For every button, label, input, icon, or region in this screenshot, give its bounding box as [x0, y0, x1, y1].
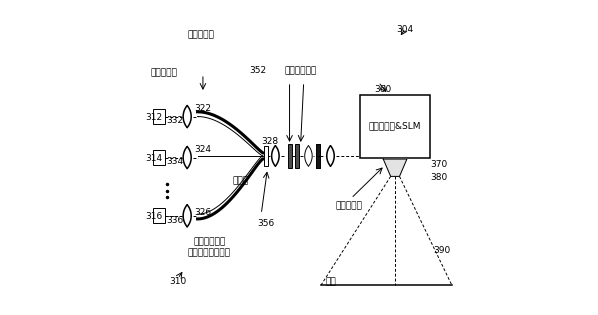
Text: 336: 336	[166, 216, 183, 225]
Text: 322: 322	[194, 104, 212, 113]
Text: 中間光学系&SLM: 中間光学系&SLM	[369, 122, 422, 130]
Text: 334: 334	[166, 157, 183, 166]
Text: 310: 310	[169, 278, 187, 286]
Text: 370: 370	[431, 160, 448, 169]
Text: 304: 304	[396, 26, 413, 34]
Text: レーザ光源: レーザ光源	[150, 68, 177, 77]
Text: 332: 332	[166, 116, 183, 125]
Text: 316: 316	[145, 212, 162, 221]
Text: 拡散板: 拡散板	[233, 177, 249, 186]
Bar	[295, 144, 300, 168]
Text: 390: 390	[434, 246, 451, 255]
Bar	[153, 208, 165, 223]
Bar	[361, 94, 430, 158]
Text: 312: 312	[145, 113, 162, 122]
Bar	[316, 144, 320, 168]
Text: 314: 314	[145, 154, 162, 163]
Text: レンズアレイ: レンズアレイ	[285, 66, 317, 75]
Bar	[316, 144, 320, 168]
Text: 356: 356	[257, 219, 274, 228]
Text: 結合光学系: 結合光学系	[188, 30, 215, 39]
Bar	[264, 146, 268, 166]
Bar	[153, 150, 165, 165]
Text: 326: 326	[194, 208, 212, 217]
Polygon shape	[383, 159, 407, 176]
Text: 328: 328	[261, 137, 279, 146]
Text: 352: 352	[249, 66, 267, 75]
Text: 380: 380	[431, 174, 448, 182]
Bar	[153, 109, 165, 124]
Text: 324: 324	[194, 145, 212, 154]
Bar	[288, 144, 292, 168]
Text: 360: 360	[374, 85, 391, 94]
Text: マルチモード
ファイババンドル: マルチモード ファイババンドル	[188, 238, 231, 257]
Text: 画面: 画面	[325, 278, 336, 286]
Text: 投影レンズ: 投影レンズ	[336, 202, 363, 211]
